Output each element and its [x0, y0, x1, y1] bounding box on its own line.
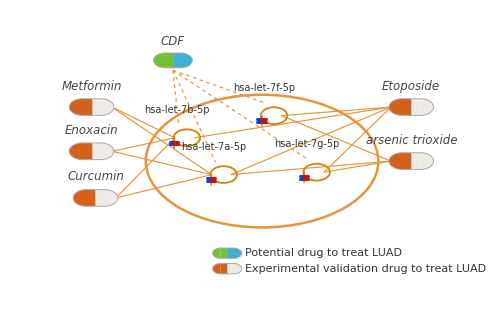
Wedge shape — [154, 53, 165, 68]
Text: Etoposide: Etoposide — [382, 79, 440, 93]
Wedge shape — [234, 263, 241, 274]
Text: Curcumin: Curcumin — [67, 170, 124, 183]
Polygon shape — [92, 99, 100, 115]
Wedge shape — [70, 143, 82, 160]
Wedge shape — [73, 189, 86, 206]
Text: hsa-let-7f-5p: hsa-let-7f-5p — [233, 83, 295, 93]
Polygon shape — [92, 143, 100, 160]
Text: hsa-let-7a-5p: hsa-let-7a-5p — [181, 142, 246, 152]
Text: arsenic trioxide: arsenic trioxide — [366, 134, 457, 147]
Wedge shape — [389, 99, 402, 115]
Polygon shape — [402, 99, 411, 115]
Wedge shape — [100, 143, 114, 160]
Wedge shape — [212, 263, 221, 274]
Wedge shape — [70, 99, 82, 115]
Text: CDF: CDF — [161, 35, 185, 48]
Polygon shape — [227, 248, 234, 258]
Wedge shape — [100, 99, 114, 115]
Polygon shape — [165, 53, 173, 68]
Wedge shape — [212, 248, 221, 258]
Polygon shape — [221, 263, 227, 274]
Polygon shape — [402, 153, 411, 169]
Polygon shape — [86, 189, 96, 206]
Polygon shape — [82, 143, 92, 160]
Wedge shape — [420, 153, 434, 169]
Text: Enoxacin: Enoxacin — [65, 124, 118, 137]
Text: Metformin: Metformin — [62, 79, 122, 93]
Wedge shape — [234, 248, 241, 258]
Polygon shape — [96, 189, 104, 206]
Wedge shape — [180, 53, 192, 68]
Polygon shape — [411, 99, 420, 115]
Wedge shape — [104, 189, 118, 206]
Polygon shape — [227, 263, 234, 274]
Text: Experimental validation drug to treat LUAD: Experimental validation drug to treat LU… — [244, 264, 486, 274]
Polygon shape — [411, 153, 420, 169]
Text: hsa-let-7b-5p: hsa-let-7b-5p — [144, 105, 210, 115]
Text: hsa-let-7g-5p: hsa-let-7g-5p — [274, 139, 340, 149]
Wedge shape — [420, 99, 434, 115]
Polygon shape — [221, 248, 227, 258]
Wedge shape — [389, 153, 402, 169]
Text: Potential drug to treat LUAD: Potential drug to treat LUAD — [244, 248, 402, 258]
Polygon shape — [82, 99, 92, 115]
Polygon shape — [173, 53, 180, 68]
